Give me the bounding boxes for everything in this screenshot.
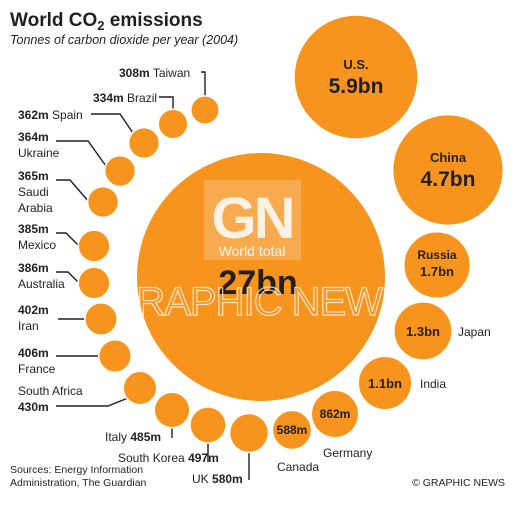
- bubble-germany: [310, 389, 360, 439]
- bubble-canada: [271, 409, 313, 451]
- bubble-taiwan: [190, 95, 220, 125]
- bubble-saudi-arabia: [86, 185, 120, 219]
- chart-subtitle: Tonnes of carbon dioxide per year (2004): [10, 33, 238, 47]
- bubble-russia: [402, 230, 472, 300]
- label-value-mexico: 385m: [18, 222, 49, 236]
- label-value-india: 1.1bn: [368, 376, 402, 391]
- label-uk: UK 580m: [192, 472, 243, 486]
- label-italy: Italy 485m: [105, 430, 161, 444]
- country-bubbles: [77, 14, 505, 454]
- label-country-taiwan: Taiwan: [150, 66, 190, 80]
- bubble-south-korea: [189, 406, 227, 444]
- label-country-uk: UK: [192, 472, 212, 486]
- label-country-italy: Italy: [105, 430, 130, 444]
- label-value-iran: 402m: [18, 303, 49, 317]
- leader-ukraine: [56, 140, 107, 167]
- sources-line-2: Administration, The Guardian: [10, 477, 147, 489]
- label-value-south-korea: 497m: [188, 451, 219, 465]
- label-value-uk: 580m: [212, 472, 243, 486]
- leader-australia: [56, 271, 80, 284]
- label-value-canada: 588m: [277, 423, 308, 437]
- label-country-mexico: Mexico: [18, 238, 56, 252]
- country-labels: U.S. 5.9bn China 4.7bn Russia 1.7bn 1.3bn Japan…: [18, 57, 491, 486]
- gn-logo-caption: World total: [219, 243, 286, 259]
- label-country-saudi-arabia: Saudi Arabia: [18, 185, 53, 215]
- leader-saudi-arabia: [56, 179, 90, 203]
- label-value-italy: 485m: [130, 430, 161, 444]
- title-main: World CO: [10, 10, 97, 31]
- label-value-china: 4.7bn: [421, 168, 476, 191]
- label-spain: 362m Spain: [18, 108, 83, 122]
- label-value-south-africa: 430m: [18, 400, 49, 414]
- label-value-france: 406m: [18, 346, 49, 360]
- label-value-saudi-arabia: 365m: [18, 169, 49, 183]
- label-country-brazil: Brazil: [124, 91, 157, 105]
- bubble-uk: [228, 412, 270, 454]
- gn-logo: GN World total: [204, 180, 301, 260]
- bubble-france: [97, 338, 133, 374]
- label-country-russia: Russia: [417, 248, 457, 262]
- leader-spain: [91, 113, 134, 134]
- label-country-japan: Japan: [458, 325, 491, 339]
- label-value-japan: 1.3bn: [406, 324, 440, 339]
- sources-line-1: Sources: Energy Information: [10, 464, 143, 476]
- gn-logo-letters: GN: [212, 186, 293, 251]
- bubble-china: [391, 113, 505, 227]
- bubble-mexico: [77, 229, 111, 263]
- label-country-line-2: Arabia: [18, 201, 53, 215]
- label-country-germany: Germany: [323, 446, 372, 460]
- credit: © GRAPHIC NEWS: [412, 477, 505, 489]
- bubble-india: [357, 355, 413, 411]
- bubble-u-s: [293, 14, 419, 140]
- label-country-iran: Iran: [18, 319, 39, 333]
- label-value-ukraine: 364m: [18, 130, 49, 144]
- label-country-line-1: Saudi: [18, 185, 49, 199]
- label-country-india: India: [420, 377, 446, 391]
- label-country-australia: Australia: [18, 277, 65, 291]
- label-country-spain: Spain: [49, 108, 83, 122]
- world-total-bubble: GN World total 27bn: [137, 153, 385, 401]
- label-value-brazil: 334m: [93, 91, 124, 105]
- bubble-australia: [77, 266, 111, 300]
- chart-title: World CO2 emissions: [10, 10, 203, 33]
- bubble-italy: [153, 391, 191, 429]
- leader-taiwan: [201, 71, 206, 96]
- leader-mexico: [56, 232, 80, 247]
- world-total-value: 27bn: [218, 264, 297, 302]
- label-country-china: China: [430, 150, 467, 165]
- label-taiwan: 308m Taiwan: [119, 66, 190, 80]
- title-end: emissions: [105, 10, 203, 31]
- label-value-spain: 362m: [18, 108, 49, 122]
- bubble-japan: [393, 301, 453, 361]
- label-country-france: France: [18, 362, 56, 376]
- label-value-russia: 1.7bn: [420, 264, 454, 279]
- label-south-korea: South Korea 497m: [118, 451, 219, 465]
- label-country-ukraine: Ukraine: [18, 146, 60, 160]
- bubble-spain: [127, 126, 161, 160]
- label-value-australia: 386m: [18, 261, 49, 275]
- label-value-germany: 862m: [320, 407, 351, 421]
- bubble-brazil: [157, 108, 189, 140]
- bubble-ukraine: [103, 154, 137, 188]
- title-subscript: 2: [97, 18, 104, 33]
- gn-logo-box: [204, 180, 301, 260]
- bubble-iran: [84, 302, 118, 336]
- label-value-u-s: 5.9bn: [329, 75, 384, 98]
- leader-brazil: [159, 96, 174, 110]
- leader-south-africa: [56, 397, 129, 407]
- label-value-taiwan: 308m: [119, 66, 150, 80]
- label-country-u-s: U.S.: [343, 57, 368, 72]
- label-country-canada: Canada: [277, 460, 319, 474]
- leader-lines: [56, 71, 250, 480]
- world-total-circle: [137, 153, 385, 401]
- label-country-south-africa: South Africa: [18, 384, 83, 398]
- label-country-south-korea: South Korea: [118, 451, 188, 465]
- label-brazil: 334m Brazil: [93, 91, 157, 105]
- bubble-south-africa: [122, 370, 158, 406]
- watermark: GRAPHIC NEWS: [106, 280, 407, 324]
